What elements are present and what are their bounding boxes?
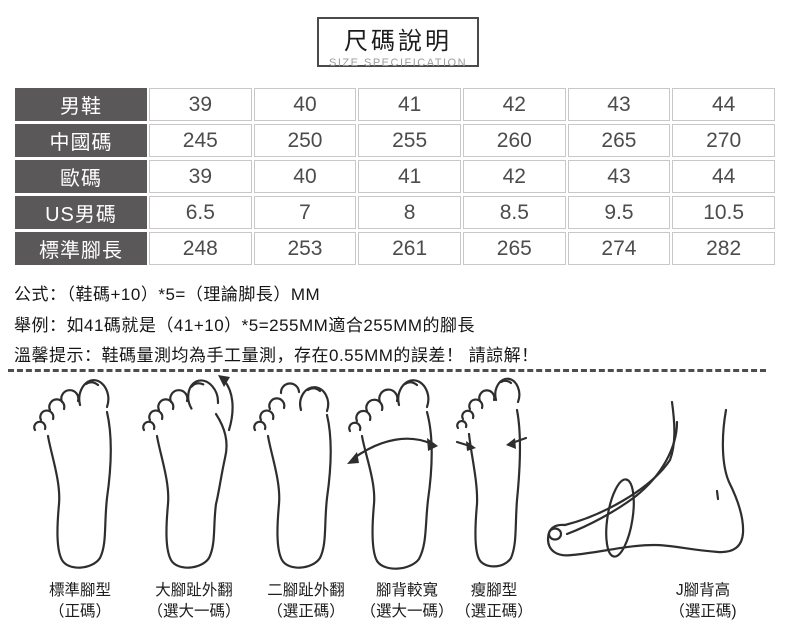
note-formula: 公式：（鞋碼+10）*5=（理論脚長）MM [14,285,321,304]
foot-type-name: 大腳趾外翻 [155,582,233,599]
table-cell: 39 [149,88,252,121]
table-cell: 43 [567,88,671,121]
table-cell: 9.5 [567,196,671,229]
row-header: 中國碼 [15,124,147,157]
row-header: 男鞋 [15,88,147,121]
foot-standard-icon [33,379,112,569]
table-cell: 44 [672,160,775,193]
foot-big-toe-valgus-icon [142,375,234,569]
table-cell: 42 [462,88,566,121]
girth-ellipse [605,478,635,558]
foot-type-label: 大腳趾外翻 （選大一碼） [119,580,269,622]
foot-type-label: 標準腳型 （正碼） [5,580,155,622]
table-cell: 260 [462,124,566,157]
table-cell: 274 [567,232,671,265]
row-header: US男碼 [15,196,147,229]
width-arrow [352,437,434,460]
foot-type-name: 腳背較寬 [375,582,438,599]
dashed-divider [8,369,766,372]
page-title: 尺碼說明 [344,28,452,55]
foot-type-label: 瘦腳型 （選正碼） [419,580,569,622]
foot-type-advice: （正碼） [48,603,111,620]
table-row: 中國碼 245 250 255 260 265 270 [15,124,775,157]
table-row: US男碼 6.5 7 8 8.5 9.5 10.5 [15,196,775,229]
arrow-head [427,438,438,451]
note-example: 舉例：如41碼就是（41+10）*5=255MM適合255MM的腳長 [14,315,476,335]
foot-high-instep-side-icon [546,400,745,558]
table-cell: 270 [672,124,775,157]
row-header: 標準腳長 [15,232,147,265]
table-cell: 282 [672,232,775,265]
row-header: 歐碼 [15,160,147,193]
table-cell: 250 [253,124,357,157]
foot-type-name: 瘦腳型 [470,582,518,599]
foot-type-advice: （選正碼） [267,603,345,620]
notes: 公式：（鞋碼+10）*5=（理論脚長）MM 舉例：如41碼就是（41+10）*5… [14,280,774,372]
arrow-head [218,375,230,387]
table-cell: 248 [149,232,252,265]
table-cell: 44 [672,88,775,121]
table-row: 男鞋 39 40 41 42 43 44 [15,88,775,121]
foot-wide-instep-icon [347,379,438,570]
table-cell: 41 [358,88,461,121]
table-cell: 10.5 [672,196,775,229]
foot-type-label: 腳背較寬 （選大一碼） [332,580,482,622]
foot-type-advice: （選大一碼） [360,603,454,620]
foot-type-advice: （選正碼) [669,603,737,620]
foot-second-toe-long-icon [253,382,332,569]
table-cell: 41 [358,160,461,193]
arrow-head [506,438,516,449]
table-cell: 253 [253,232,357,265]
foot-type-name: J腳背高 [675,582,731,599]
size-table: 男鞋 39 40 41 42 43 44 中國碼 245 250 255 260… [13,85,777,268]
table-cell: 261 [358,232,461,265]
table-cell: 39 [149,160,252,193]
table-row: 標準腳長 248 253 261 265 274 282 [15,232,775,265]
table-cell: 42 [462,160,566,193]
table-cell: 7 [253,196,357,229]
table-cell: 40 [253,160,357,193]
arrow-head [347,452,359,464]
ankle-mark [715,489,720,501]
table-cell: 6.5 [149,196,252,229]
foot-type-advice: （選大一碼） [147,603,241,620]
foot-type-name: 標準腳型 [48,582,111,599]
foot-type-name: 二腳趾外翻 [267,582,345,599]
foot-type-label: 二腳趾外翻 （選正碼） [231,580,381,622]
foot-type-advice: （選正碼） [455,603,533,620]
page-subtitle: SIZE SPECIFICATION [328,57,468,69]
foot-type-label: J腳背高 （選正碼) [628,580,778,622]
table-cell: 40 [253,88,357,121]
table-cell: 265 [567,124,671,157]
table-cell: 245 [149,124,252,157]
arrow-head [466,441,476,451]
table-cell: 265 [462,232,566,265]
note-tip: 溫馨提示：鞋碼量測均為手工量測，存在0.55MM的誤差！ 請諒解！ [14,346,539,365]
table-cell: 43 [567,160,671,193]
table-cell: 8.5 [462,196,566,229]
table-cell: 8 [358,196,461,229]
title-box: 尺碼說明 SIZE SPECIFICATION [317,17,479,69]
table-cell: 255 [358,124,461,157]
table-row: 歐碼 39 40 41 42 43 44 [15,160,775,193]
toenail [547,527,563,541]
foot-narrow-icon [455,377,528,568]
